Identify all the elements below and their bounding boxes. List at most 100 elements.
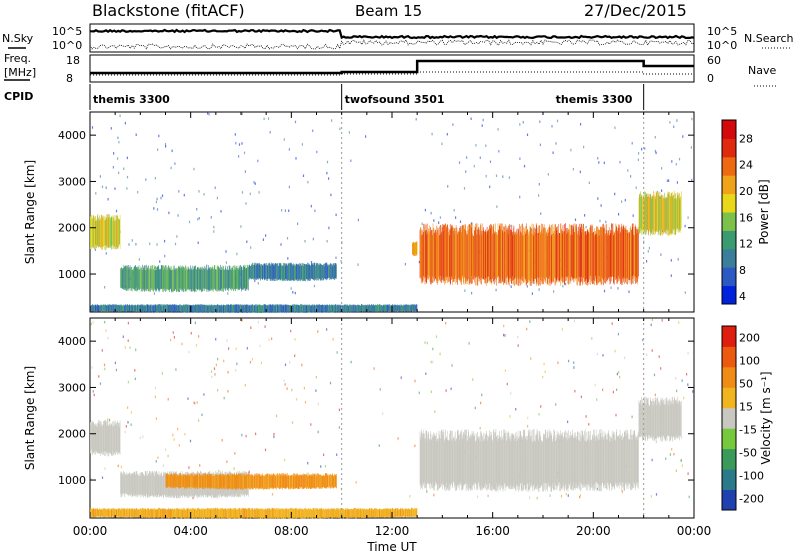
echo-cell (90, 216, 91, 249)
noise-cell (678, 157, 681, 161)
echo-cell (535, 433, 537, 487)
echo-cell (193, 507, 195, 518)
echo-cell (208, 268, 210, 290)
echo-cell (198, 267, 199, 290)
echo-cell (210, 474, 211, 490)
echo-cell (342, 509, 344, 518)
echo-cell (546, 233, 548, 285)
noise-cell (661, 319, 663, 322)
echo-cell (441, 434, 443, 483)
echo-cell (122, 472, 124, 496)
echo-cell (220, 305, 221, 312)
echo-cell (455, 227, 456, 277)
echo-cell (304, 305, 306, 313)
echo-cell (485, 434, 486, 489)
echo-cell (212, 305, 214, 312)
echo-cell (423, 232, 424, 281)
echo-cell (314, 304, 315, 313)
echo-cell (200, 475, 201, 487)
echo-cell (298, 476, 300, 489)
echo-cell (521, 436, 523, 492)
echo-cell (234, 265, 236, 289)
echo-cell (149, 470, 150, 497)
echo-cell (91, 508, 92, 518)
echo-cell (337, 305, 339, 312)
echo-cell (169, 269, 170, 293)
echo-cell (601, 227, 602, 277)
echo-cell (335, 304, 336, 312)
echo-cell (484, 231, 485, 283)
echo-cell (495, 434, 496, 490)
echo-cell (272, 474, 273, 488)
echo-cell (325, 305, 327, 313)
echo-cell (614, 231, 615, 278)
echo-cell (259, 264, 261, 279)
noise-cell (227, 390, 229, 393)
echo-cell (341, 508, 343, 518)
echo-cell (293, 265, 294, 282)
echo-cell (150, 305, 151, 312)
echo-cell (211, 269, 212, 289)
echo-cell (631, 223, 633, 284)
echo-cell (503, 226, 505, 285)
echo-cell (449, 224, 451, 285)
echo-cell (262, 304, 263, 313)
echo-cell (277, 304, 278, 313)
echo-cell (191, 474, 193, 487)
echo-cell (619, 429, 621, 482)
echo-cell (184, 267, 185, 290)
noise-cell (568, 359, 570, 363)
echo-cell (314, 473, 315, 489)
echo-cell (432, 437, 433, 489)
echo-cell (128, 473, 130, 497)
echo-cell (397, 304, 399, 311)
echo-cell (353, 305, 354, 312)
echo-cell (676, 197, 677, 229)
echo-cell (247, 473, 248, 488)
echo-cell (286, 475, 288, 488)
echo-cell (318, 304, 320, 313)
echo-cell (568, 430, 569, 488)
echo-cell (153, 475, 155, 495)
echo-cell (613, 440, 615, 490)
echo-cell (175, 267, 177, 290)
echo-cell (458, 230, 459, 280)
echo-cell (439, 233, 441, 276)
echo-cell (163, 508, 165, 518)
echo-cell (189, 304, 190, 312)
echo-cell (187, 270, 188, 290)
echo-cell (655, 397, 656, 438)
echo-cell (478, 228, 479, 278)
echo-cell (311, 509, 312, 518)
noise-cell (303, 386, 305, 390)
noise-cell (115, 368, 117, 372)
echo-cell (237, 304, 239, 313)
date-title: 27/Dec/2015 (584, 1, 687, 20)
echo-cell (333, 509, 334, 517)
echo-cell (373, 509, 375, 517)
echo-cell (198, 507, 200, 519)
echo-cell (569, 438, 570, 486)
echo-cell (274, 474, 276, 488)
echo-cell (491, 225, 492, 283)
noise-cell (565, 492, 567, 496)
noise-cell (233, 265, 235, 268)
echo-cell (657, 191, 659, 232)
echo-cell (266, 509, 267, 518)
noise-cell (241, 142, 243, 145)
echo-cell (538, 225, 540, 278)
echo-cell (303, 474, 305, 489)
echo-cell (129, 304, 130, 312)
echo-cell (612, 230, 613, 276)
echo-cell (103, 420, 104, 452)
echo-cell (176, 267, 177, 293)
echo-cell (139, 508, 141, 518)
echo-cell (366, 508, 367, 517)
echo-cell (212, 509, 213, 518)
echo-cell (250, 474, 252, 488)
echo-cell (170, 474, 172, 487)
echo-cell (181, 266, 182, 292)
echo-cell (146, 270, 148, 289)
echo-cell (272, 304, 273, 313)
echo-cell (326, 304, 328, 313)
